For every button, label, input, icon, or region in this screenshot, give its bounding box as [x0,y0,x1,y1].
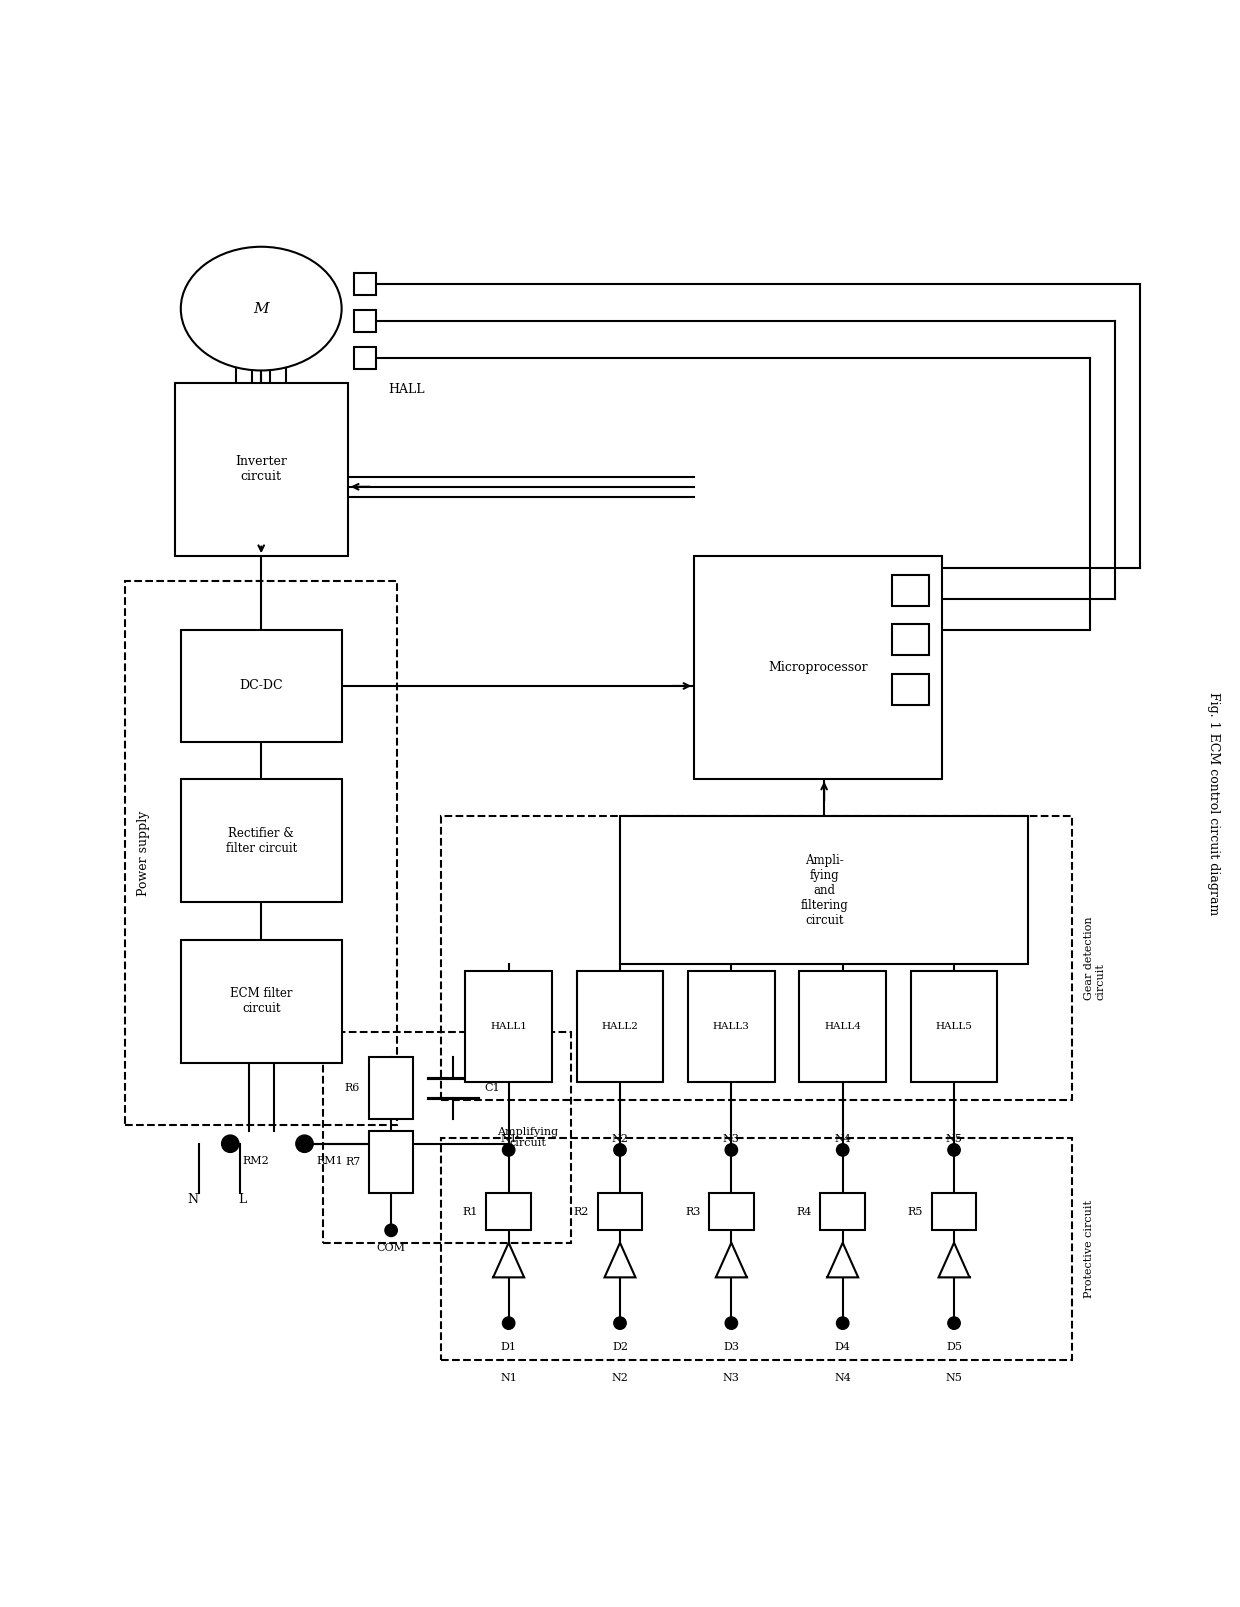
Text: HALL5: HALL5 [936,1022,972,1030]
Text: R2: R2 [574,1207,589,1216]
Text: D4: D4 [835,1342,851,1351]
Text: HALL2: HALL2 [601,1022,639,1030]
Text: N1: N1 [500,1133,517,1144]
Bar [800,971,887,1082]
Polygon shape [939,1242,970,1278]
Circle shape [947,1144,960,1155]
Bar [125,580,397,1125]
Text: R6: R6 [345,1083,360,1093]
Polygon shape [715,1242,746,1278]
Bar [353,310,376,333]
Text: RM2: RM2 [243,1155,269,1167]
Text: R3: R3 [684,1207,701,1216]
Text: Inverter
circuit: Inverter circuit [236,455,288,484]
Text: HALL3: HALL3 [713,1022,750,1030]
Text: RM1: RM1 [317,1155,343,1167]
Bar [620,816,1028,964]
Text: M: M [253,302,269,315]
Text: N1: N1 [500,1372,517,1382]
Bar [353,347,376,370]
Text: R1: R1 [463,1207,477,1216]
Bar [368,1131,413,1194]
Circle shape [725,1144,738,1155]
Bar [486,1194,531,1231]
Bar [181,940,342,1064]
Text: N4: N4 [835,1372,851,1382]
Circle shape [384,1225,397,1236]
Bar [577,971,663,1082]
Bar [465,971,552,1082]
Text: Amplifying
circuit: Amplifying circuit [497,1127,558,1149]
Bar [440,1138,1071,1360]
Bar [181,630,342,742]
Bar [893,673,929,704]
Bar [324,1032,570,1242]
Circle shape [614,1318,626,1329]
Text: N2: N2 [611,1133,629,1144]
Bar [694,556,941,779]
Text: Protective circuit: Protective circuit [1084,1200,1094,1298]
Bar [440,816,1071,1101]
Text: Rectifier &
filter circuit: Rectifier & filter circuit [226,826,296,855]
Circle shape [502,1318,515,1329]
Text: L: L [238,1194,247,1207]
Bar [893,575,929,606]
Bar [893,624,929,656]
Text: Ampli-
fying
and
filtering
circuit: Ampli- fying and filtering circuit [800,853,848,927]
Text: D1: D1 [501,1342,517,1351]
Text: C1: C1 [484,1083,500,1093]
Text: N4: N4 [835,1133,851,1144]
Circle shape [296,1135,314,1152]
Circle shape [614,1144,626,1155]
Text: N3: N3 [723,1372,740,1382]
Polygon shape [827,1242,858,1278]
Circle shape [837,1318,849,1329]
Bar [688,971,775,1082]
Circle shape [502,1144,515,1155]
Polygon shape [605,1242,635,1278]
Circle shape [725,1318,738,1329]
Text: D2: D2 [613,1342,627,1351]
Bar [821,1194,866,1231]
Text: Power supply: Power supply [138,810,150,895]
Text: N5: N5 [946,1133,962,1144]
Text: COM: COM [377,1242,405,1253]
Text: R7: R7 [345,1157,360,1167]
Ellipse shape [181,247,342,371]
Bar [709,1194,754,1231]
Text: HALL1: HALL1 [490,1022,527,1030]
Circle shape [222,1135,239,1152]
Bar [910,971,997,1082]
Bar [181,779,342,903]
Text: N2: N2 [611,1372,629,1382]
Bar [598,1194,642,1231]
Bar [175,382,347,556]
Bar [353,273,376,296]
Text: Fig. 1 ECM control circuit diagram: Fig. 1 ECM control circuit diagram [1208,693,1220,914]
Circle shape [837,1144,849,1155]
Text: N: N [187,1194,198,1207]
Text: D3: D3 [723,1342,739,1351]
Text: HALL: HALL [388,382,425,395]
Polygon shape [494,1242,525,1278]
Text: D5: D5 [946,1342,962,1351]
Text: Gear detection
circuit: Gear detection circuit [1084,916,1106,1000]
Bar [368,1057,413,1118]
Text: DC-DC: DC-DC [239,680,283,693]
Text: R5: R5 [908,1207,923,1216]
Text: ECM filter
circuit: ECM filter circuit [229,987,293,1016]
Text: R4: R4 [796,1207,812,1216]
Text: Microprocessor: Microprocessor [768,660,868,673]
Text: N3: N3 [723,1133,740,1144]
Text: N5: N5 [946,1372,962,1382]
Circle shape [947,1318,960,1329]
Text: HALL4: HALL4 [825,1022,861,1030]
Bar [931,1194,976,1231]
